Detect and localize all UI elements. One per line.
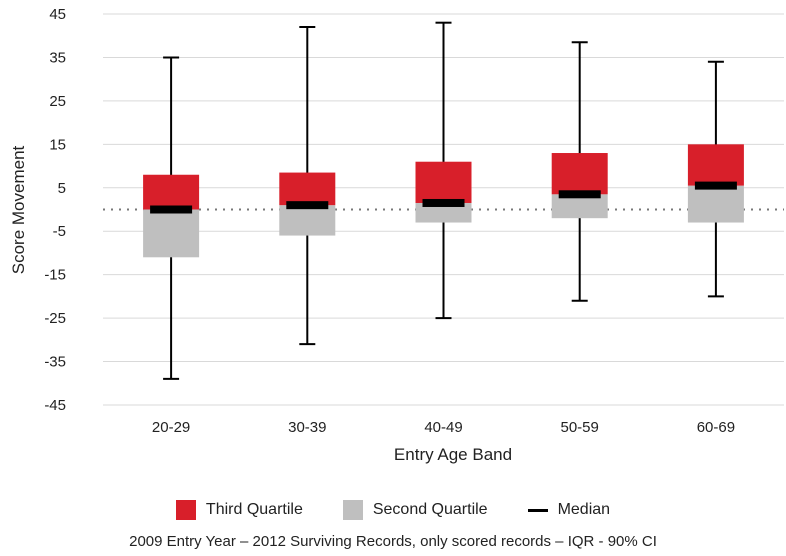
y-tick-label: 15: [49, 136, 66, 153]
y-axis-ticks: 45 35 25 15 5 -5 -15 -25 -35 -45: [44, 6, 66, 414]
third-quartile-box: [551, 153, 608, 195]
y-axis-title: Score Movement: [9, 145, 28, 274]
second-quartile-box: [143, 209, 200, 258]
legend-item-third-quartile: Third Quartile: [175, 500, 303, 520]
second-quartile-box: [687, 185, 744, 223]
y-tick-label: -35: [44, 354, 66, 371]
box-group-60-69: [687, 60, 744, 298]
x-axis-title: Entry Age Band: [394, 445, 512, 464]
legend: Third Quartile Second Quartile Median: [0, 500, 786, 520]
x-tick-label: 30-39: [288, 419, 326, 436]
legend-label-third-quartile: Third Quartile: [205, 501, 303, 518]
x-tick-label: 50-59: [561, 419, 599, 436]
third-quartile-box: [143, 174, 200, 210]
box-group-20-29: [143, 56, 200, 380]
legend-item-second-quartile: Second Quartile: [342, 500, 488, 520]
y-tick-label: 25: [49, 93, 66, 110]
third-quartile-swatch: [175, 500, 196, 520]
x-tick-label: 40-49: [424, 419, 462, 436]
second-quartile-box: [415, 202, 472, 223]
median-marker: [150, 205, 193, 214]
box-series: [143, 21, 744, 380]
box-group-30-39: [279, 26, 336, 346]
y-tick-label: 5: [58, 180, 66, 197]
y-tick-label: -45: [44, 397, 66, 414]
second-quartile-swatch: [342, 500, 363, 520]
box-group-50-59: [551, 41, 608, 302]
second-quartile-box: [551, 194, 608, 219]
x-axis-ticks: 20-29 30-39 40-49 50-59 60-69: [152, 419, 735, 436]
third-quartile-box: [415, 161, 472, 203]
median-marker: [694, 181, 737, 190]
legend-item-median: Median: [527, 501, 611, 519]
median-swatch: [527, 508, 548, 512]
x-tick-label: 60-69: [697, 419, 735, 436]
median-marker: [422, 198, 465, 207]
second-quartile-box: [279, 205, 336, 236]
legend-label-median: Median: [557, 501, 611, 518]
third-quartile-box: [279, 172, 336, 206]
box-group-40-49: [415, 21, 472, 320]
y-tick-label: -5: [53, 223, 66, 240]
legend-label-second-quartile: Second Quartile: [372, 501, 488, 518]
boxplot-chart: 45 35 25 15 5 -5 -15 -25 -35 -45 20-29 30-39 40-49 5…: [9, 6, 784, 464]
median-marker: [558, 190, 601, 199]
median-marker: [286, 201, 329, 210]
y-tick-label: -15: [44, 267, 66, 284]
y-tick-label: 35: [49, 49, 66, 66]
y-tick-label: -25: [44, 310, 66, 327]
chart-caption: 2009 Entry Year – 2012 Surviving Records…: [129, 533, 657, 550]
y-tick-label: 45: [49, 6, 66, 23]
x-tick-label: 20-29: [152, 419, 190, 436]
third-quartile-box: [687, 144, 744, 186]
